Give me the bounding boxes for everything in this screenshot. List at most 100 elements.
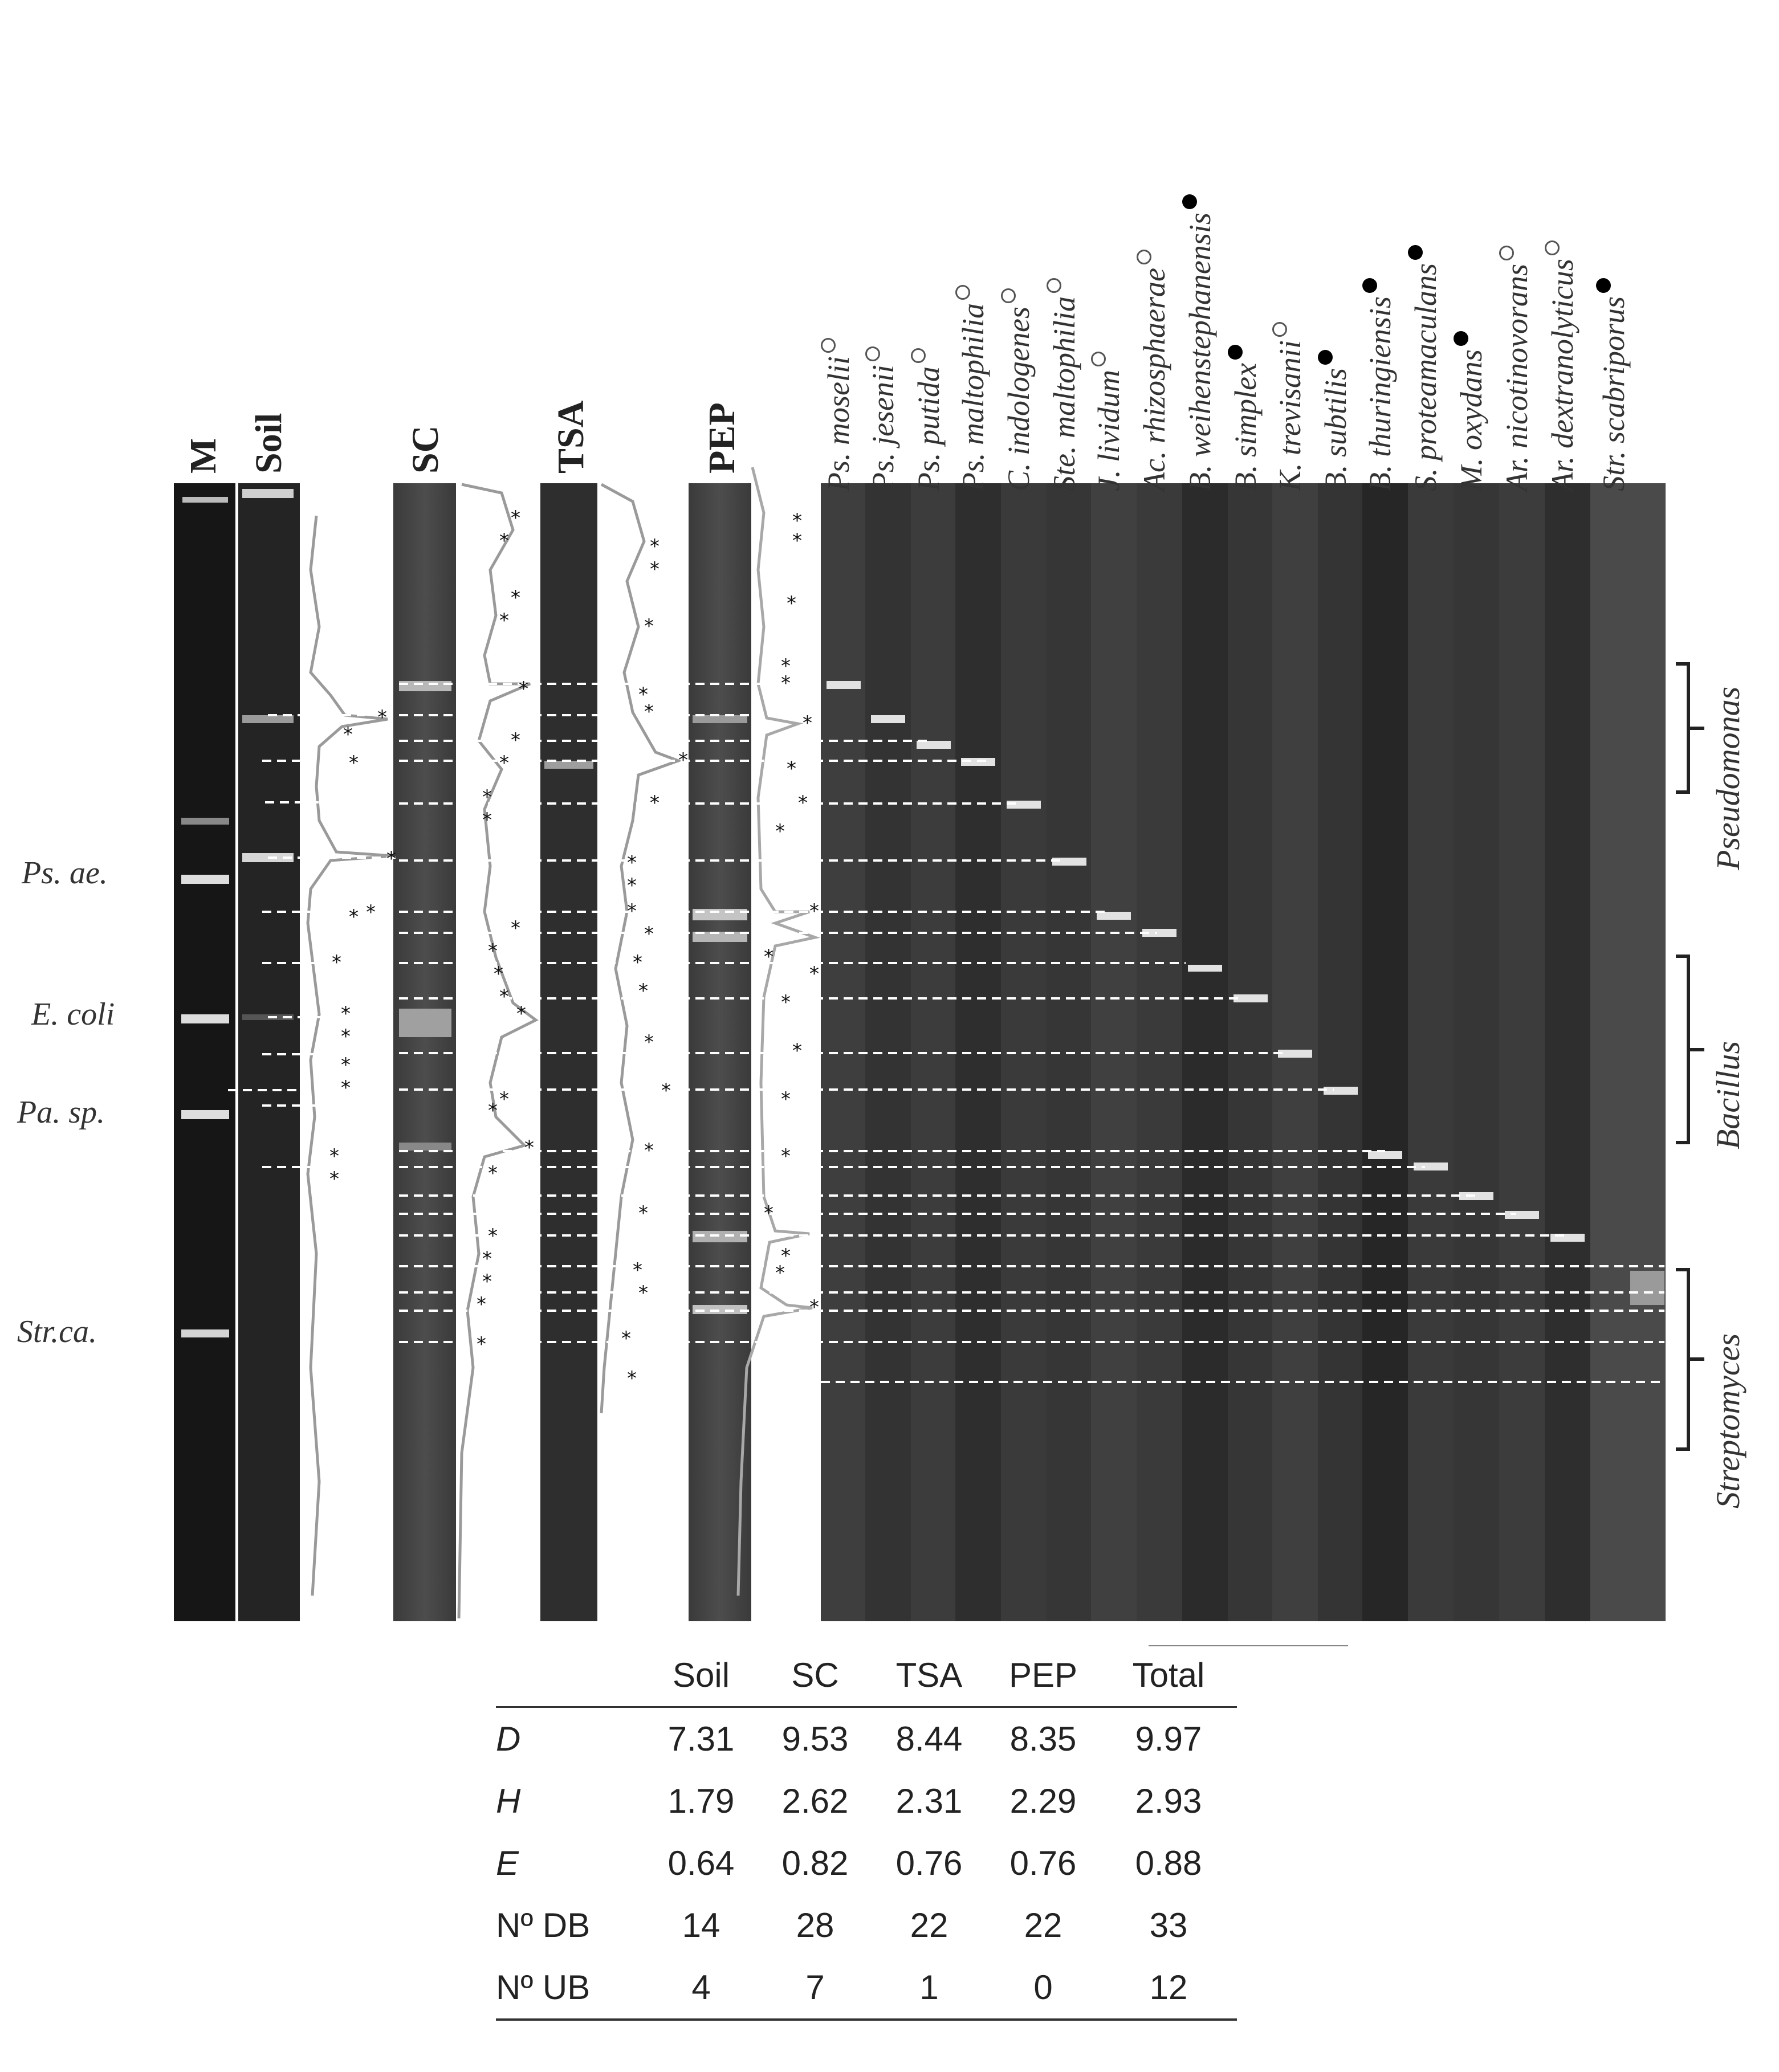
table-cell: 2.29	[1009, 1782, 1077, 1820]
table-row-label: E	[496, 1844, 519, 1882]
open-circle-icon	[821, 338, 836, 353]
species-name: M. oxydans	[1454, 349, 1488, 491]
species-name: Str. scabriporus	[1597, 296, 1631, 491]
species-label: Ps. putida	[911, 348, 946, 491]
svg-text:*: *	[650, 558, 660, 581]
soil-band	[242, 489, 294, 498]
svg-text:*: *	[638, 980, 648, 1002]
filled-circle-icon	[1596, 278, 1611, 293]
table-header-cell: Soil	[644, 1644, 758, 1708]
svg-text:*: *	[499, 752, 509, 774]
svg-text:*: *	[781, 672, 791, 695]
species-label: S. proteamaculans	[1408, 245, 1443, 491]
species-label: Ps. jesenii	[865, 346, 901, 491]
svg-text:*: *	[482, 1270, 492, 1293]
table-cell: 7	[758, 1956, 872, 2021]
table-cell: 0.76	[895, 1844, 963, 1882]
species-label: B. thuringiensis	[1362, 278, 1398, 491]
svg-text:*: *	[621, 1327, 631, 1350]
species-name: Ac. rhizosphaerae	[1137, 268, 1171, 491]
band-alignment-dashes	[228, 683, 1664, 1383]
table-cell: 14	[682, 1906, 720, 1944]
filled-circle-icon	[1408, 245, 1423, 260]
soil-profile-curve	[306, 515, 394, 1596]
marker-band	[181, 875, 229, 884]
svg-text:*: *	[499, 609, 509, 632]
filled-circle-icon	[1362, 278, 1377, 293]
svg-text:*: *	[482, 809, 492, 831]
species-name: C. indologenes	[1002, 307, 1036, 491]
table-cell: 2.62	[781, 1782, 849, 1820]
open-circle-icon	[911, 348, 926, 363]
svg-text:*: *	[809, 1296, 819, 1319]
table-cell: 8.44	[895, 1720, 963, 1758]
species-label: Ac. rhizosphaerae	[1137, 250, 1172, 491]
genus-brackets	[1676, 662, 1704, 1451]
sc-profile-curve	[457, 483, 539, 1619]
tsa-band	[544, 761, 593, 769]
species-label: B. weihenstephanensis	[1182, 194, 1218, 491]
open-circle-icon	[1137, 250, 1151, 265]
marker-band	[181, 818, 229, 825]
peak-asterisks: *** ** * *** **** **** *** **** *** **** …	[329, 507, 819, 1390]
species-label: Ps. maltophilia	[955, 284, 991, 491]
svg-text:*: *	[781, 991, 791, 1014]
svg-text:*: *	[349, 906, 359, 928]
open-circle-icon	[1091, 352, 1106, 367]
genus-label-bacillus: Bacillus	[1709, 1041, 1747, 1149]
species-label: Ar. dextranolyticus	[1545, 240, 1580, 491]
svg-text:*: *	[798, 792, 808, 814]
table-row-label: Nº UB	[496, 1956, 644, 2021]
open-circle-icon	[1499, 246, 1514, 260]
species-label: C. indologenes	[1001, 288, 1036, 491]
filled-circle-icon	[1228, 345, 1243, 360]
gel-lane-soil	[238, 483, 300, 1621]
table-cell: 0.88	[1135, 1844, 1202, 1882]
svg-text:*: *	[644, 1031, 654, 1054]
species-label: Ps. moselii	[821, 338, 856, 491]
species-name: K. trevisanii	[1273, 340, 1307, 491]
table-cell: 28	[796, 1906, 834, 1944]
svg-text:*: *	[627, 900, 637, 923]
table-header-cell: Total	[1100, 1644, 1237, 1708]
table-cell: 0.76	[1009, 1844, 1077, 1882]
open-circle-icon	[1272, 322, 1287, 337]
table-header-cell	[496, 1644, 644, 1708]
open-circle-icon	[1047, 278, 1061, 293]
svg-text:*: *	[332, 951, 341, 974]
species-label: B. subtilis	[1318, 349, 1353, 491]
species-label: J. lividum	[1091, 352, 1126, 491]
table-cell: 9.53	[781, 1720, 849, 1758]
svg-text:*: *	[809, 962, 819, 985]
species-label: K. trevisanii	[1272, 322, 1308, 491]
svg-text:*: *	[499, 529, 509, 552]
table-row: H 1.79 2.62 2.31 2.29 2.93	[496, 1770, 1237, 1832]
table-row: Nº UB 4 7 1 0 12	[496, 1956, 1237, 2021]
svg-text:*: *	[678, 749, 688, 772]
lane-label-sc: SC	[405, 425, 446, 474]
svg-text:*: *	[488, 1099, 498, 1122]
svg-text:*: *	[516, 1002, 526, 1025]
sc-band	[399, 1009, 451, 1037]
table-header-cell: PEP	[986, 1644, 1100, 1708]
lane-label-m: M	[182, 438, 224, 474]
open-circle-icon	[1001, 288, 1016, 304]
filled-circle-icon	[1182, 194, 1197, 210]
species-lanes	[821, 483, 1666, 1621]
svg-text:*: *	[787, 757, 796, 780]
soil-band	[242, 715, 294, 723]
open-circle-icon	[955, 284, 970, 300]
table-cell: 1	[872, 1956, 986, 2021]
species-label: B. simplex	[1228, 345, 1263, 491]
species-bands	[827, 681, 1664, 1305]
svg-text:*: *	[499, 985, 509, 1008]
marker-band	[181, 1110, 229, 1119]
table-row: D 7.31 9.53 8.44 8.35 9.97	[496, 1707, 1237, 1771]
table-top-rule	[1149, 1645, 1348, 1646]
open-circle-icon	[865, 346, 880, 362]
table-cell: 9.97	[1135, 1720, 1202, 1758]
pep-band	[693, 715, 747, 723]
svg-text:*: *	[341, 1025, 351, 1048]
species-name: Ar. nicotinovorans	[1500, 264, 1534, 491]
